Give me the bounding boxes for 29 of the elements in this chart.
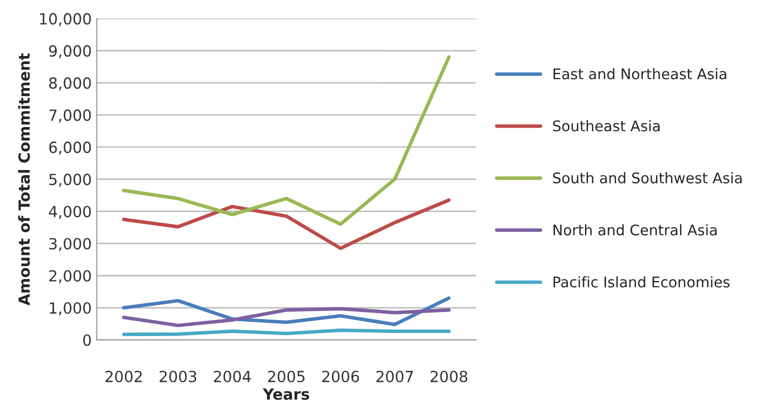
y-tick-label: 0 [83, 334, 91, 346]
y-tick-label: 10,000 [40, 13, 91, 26]
legend-label: South and Southwest Asia [553, 172, 742, 184]
y-tick-label: 8,000 [49, 77, 91, 90]
legend-label: Pacific Island Economies [554, 276, 730, 288]
legend-label: Southeast Asia [553, 120, 660, 132]
legend-label: North and Central Asia [554, 224, 717, 236]
line-series [122, 198, 451, 250]
line-series [122, 296, 451, 326]
y-tick-label: 2,000 [49, 270, 91, 284]
x-axis-title: Years [262, 388, 310, 400]
legend-label: East and Northeast Asia [554, 68, 726, 80]
x-tick-label: 2007 [376, 370, 413, 382]
x-tick-label: 2002 [106, 370, 142, 382]
x-tick-label: 2003 [160, 370, 196, 382]
x-tick-label: 2005 [268, 370, 304, 382]
y-tick-label: 5,000 [49, 174, 91, 187]
y-tick-label: 9,000 [49, 45, 91, 58]
x-tick-label: 2008 [430, 370, 468, 382]
y-axis-title: Amount of Total Commitment [18, 53, 30, 306]
x-tick-label: 2006 [322, 370, 360, 382]
y-tick-label: 7,000 [49, 109, 91, 123]
y-tick-label: 6,000 [49, 142, 91, 155]
line-series [122, 306, 451, 328]
y-tick-label: 1,000 [50, 302, 91, 316]
y-tick-label: 4,000 [48, 206, 91, 219]
line-series [122, 55, 451, 226]
x-tick-label: 2004 [214, 370, 251, 382]
y-tick-label: 3,000 [49, 238, 91, 252]
